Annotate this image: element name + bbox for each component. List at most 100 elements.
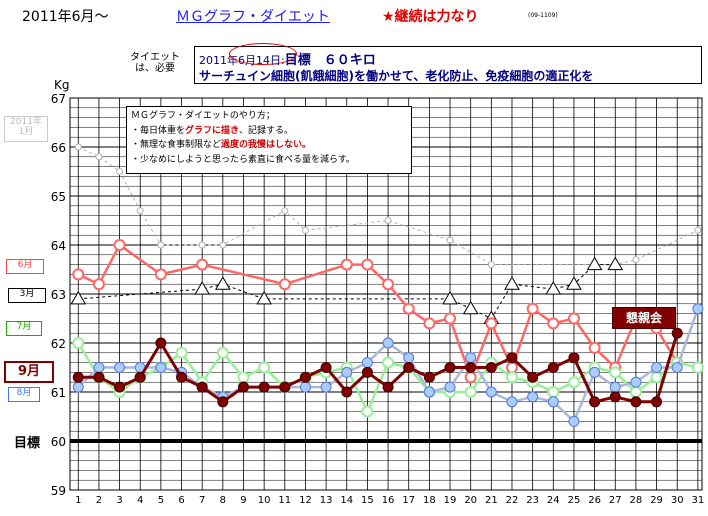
data-point	[94, 279, 104, 289]
data-point	[156, 338, 166, 348]
data-point	[259, 382, 269, 392]
x-tick-label: 16	[382, 495, 395, 506]
x-tick-label: 21	[485, 495, 498, 506]
y-tick-label: 65	[51, 190, 66, 204]
data-point	[548, 363, 558, 373]
data-point	[199, 242, 205, 248]
x-tick-label: 23	[526, 495, 539, 506]
data-point	[96, 154, 102, 160]
data-point	[135, 372, 145, 382]
data-point	[548, 387, 558, 397]
data-point	[590, 367, 600, 377]
x-tick-label: 3	[116, 495, 122, 506]
data-point	[115, 382, 125, 392]
data-point	[505, 277, 519, 289]
legend-tag-sep: 9月	[4, 361, 54, 383]
data-point	[158, 242, 164, 248]
data-point	[569, 353, 579, 363]
y-tick-label: 67	[51, 92, 66, 106]
data-point	[633, 257, 639, 263]
data-point	[73, 338, 83, 348]
data-point	[672, 328, 682, 338]
data-point	[280, 382, 290, 392]
x-tick-label: 2	[96, 495, 102, 506]
data-point	[466, 363, 476, 373]
data-point	[486, 387, 496, 397]
data-point	[569, 416, 579, 426]
data-point	[94, 372, 104, 382]
x-tick-labels: 1234567891011121314151617181920212223242…	[75, 495, 704, 506]
data-point	[528, 372, 538, 382]
data-point	[197, 382, 207, 392]
data-point	[590, 397, 600, 407]
data-point	[631, 397, 641, 407]
x-tick-label: 14	[340, 495, 353, 506]
data-point	[137, 208, 143, 214]
data-point	[94, 363, 104, 373]
mg-graph-diet-link[interactable]: ＭＧグラフ・ダイエット	[176, 6, 330, 26]
data-point	[383, 338, 393, 348]
legend-tag-mar: 3月	[8, 288, 46, 303]
data-point	[528, 304, 538, 314]
x-tick-label: 9	[240, 495, 246, 506]
x-tick-label: 26	[588, 495, 601, 506]
data-point	[507, 372, 517, 382]
data-point	[73, 372, 83, 382]
data-point	[548, 318, 558, 328]
data-point	[507, 363, 517, 373]
data-point	[117, 169, 123, 175]
data-point	[342, 387, 352, 397]
x-tick-label: 12	[299, 495, 312, 506]
y-tick-labels: 596061626364656667	[51, 92, 66, 498]
x-tick-label: 4	[137, 495, 143, 506]
data-point	[300, 382, 310, 392]
data-point	[464, 302, 478, 314]
data-point	[383, 279, 393, 289]
data-point	[302, 227, 308, 233]
data-point	[610, 382, 620, 392]
data-point	[610, 367, 620, 377]
data-point	[546, 282, 560, 294]
x-tick-label: 7	[199, 495, 205, 506]
x-tick-label: 20	[464, 495, 477, 506]
data-point	[218, 397, 228, 407]
data-point	[693, 363, 703, 373]
data-point	[238, 372, 248, 382]
data-point	[569, 377, 579, 387]
data-point	[588, 258, 602, 270]
data-point	[195, 282, 209, 294]
y-tick-label: 59	[51, 484, 66, 498]
x-tick-label: 31	[692, 495, 705, 506]
howto-rule-3: ・少なめにしようと思ったら素直に食べる量を減らす。	[131, 153, 407, 168]
data-point	[362, 407, 372, 417]
data-point	[488, 262, 494, 268]
goal-line-label: 目標	[14, 432, 40, 451]
data-point	[486, 318, 496, 328]
diet-note-label: タイエットは、必要	[126, 52, 184, 74]
legend-tag-jun: 6月	[6, 259, 44, 274]
x-tick-label: 17	[402, 495, 415, 506]
data-point	[156, 363, 166, 373]
data-point	[362, 260, 372, 270]
data-point	[466, 372, 476, 382]
data-point	[672, 363, 682, 373]
data-point	[445, 363, 455, 373]
data-point	[590, 343, 600, 353]
data-point	[362, 358, 372, 368]
legend-tag-aug: 8月	[8, 387, 40, 402]
howto-rule-1: ・毎日体重をグラフに描き、記録する。	[131, 124, 407, 139]
data-point	[631, 377, 641, 387]
data-point	[73, 269, 83, 279]
page-title: 2011年6月～	[22, 6, 109, 26]
x-tick-label: 25	[568, 495, 581, 506]
data-point	[238, 382, 248, 392]
data-point	[486, 363, 496, 373]
data-point	[197, 260, 207, 270]
y-axis-label: Kg	[54, 78, 70, 92]
x-tick-label: 6	[178, 495, 184, 506]
y-tick-label: 61	[51, 386, 66, 400]
x-tick-label: 22	[506, 495, 519, 506]
data-point	[652, 363, 662, 373]
x-tick-label: 1	[75, 495, 81, 506]
data-point	[75, 144, 81, 150]
